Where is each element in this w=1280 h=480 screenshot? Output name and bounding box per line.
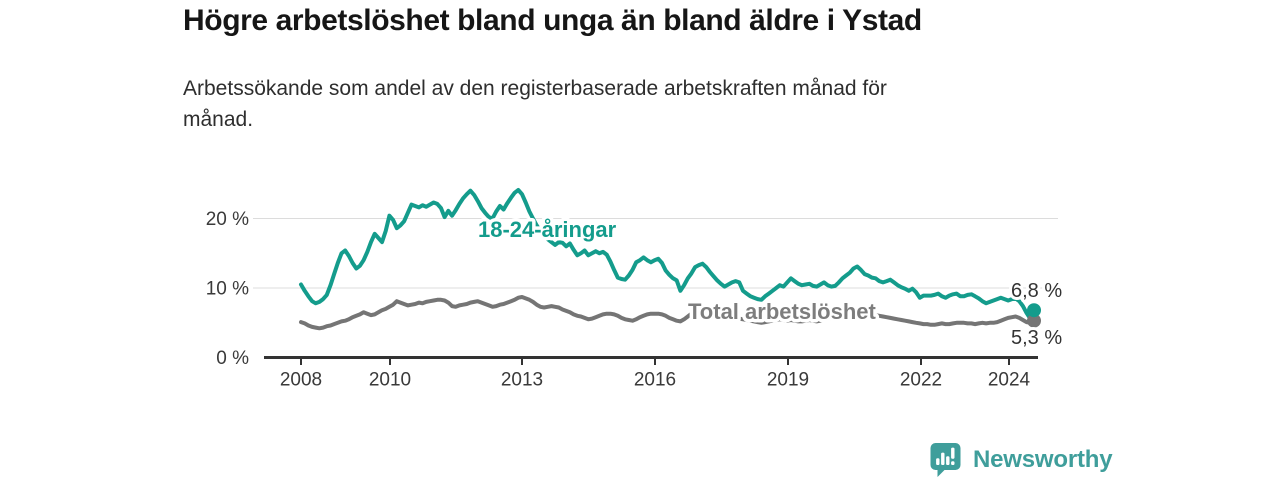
x-tick-2008: 2008 (280, 370, 322, 391)
newsworthy-logo[interactable]: Newsworthy (929, 442, 1113, 478)
x-axis-ticks (300, 357, 1010, 365)
total-end-value-label: 5,3 % (1011, 327, 1062, 349)
x-tick-2010: 2010 (369, 370, 411, 391)
youth-end-value-label: 6,8 % (1011, 280, 1062, 302)
chart-subtitle: Arbetssökande som andel av den registerb… (183, 73, 887, 135)
x-axis-labels: 2008 2010 2013 2016 2019 2022 2024 (280, 370, 1031, 391)
x-tick-2016: 2016 (634, 370, 676, 391)
x-tick-2024: 2024 (988, 370, 1031, 391)
subtitle-line-2: månad. (183, 108, 254, 131)
total-series-label: Total arbetslöshet (688, 299, 877, 324)
y-tick-10: 10 % (206, 279, 249, 300)
gridlines (253, 218, 1058, 289)
speech-bubble-bar-chart-icon (930, 443, 961, 477)
y-tick-20: 20 % (206, 209, 249, 230)
page-title: Högre arbetslöshet bland unga än bland ä… (183, 4, 922, 37)
youth-unemployment-line (299, 188, 1036, 321)
youth-series-label: 18-24-åringar (478, 217, 617, 242)
y-axis-labels: 20 % 10 % 0 % (206, 209, 249, 369)
subtitle-line-1: Arbetssökande som andel av den registerb… (183, 77, 887, 100)
total-unemployment-line (299, 295, 1036, 331)
x-tick-2019: 2019 (767, 370, 809, 391)
youth-end-dot (1027, 303, 1041, 318)
newsworthy-logo-text: Newsworthy (973, 446, 1113, 473)
x-tick-2013: 2013 (501, 370, 543, 391)
x-tick-2022: 2022 (900, 370, 942, 391)
total-end-dot (1027, 313, 1041, 328)
y-tick-0: 0 % (216, 348, 249, 369)
